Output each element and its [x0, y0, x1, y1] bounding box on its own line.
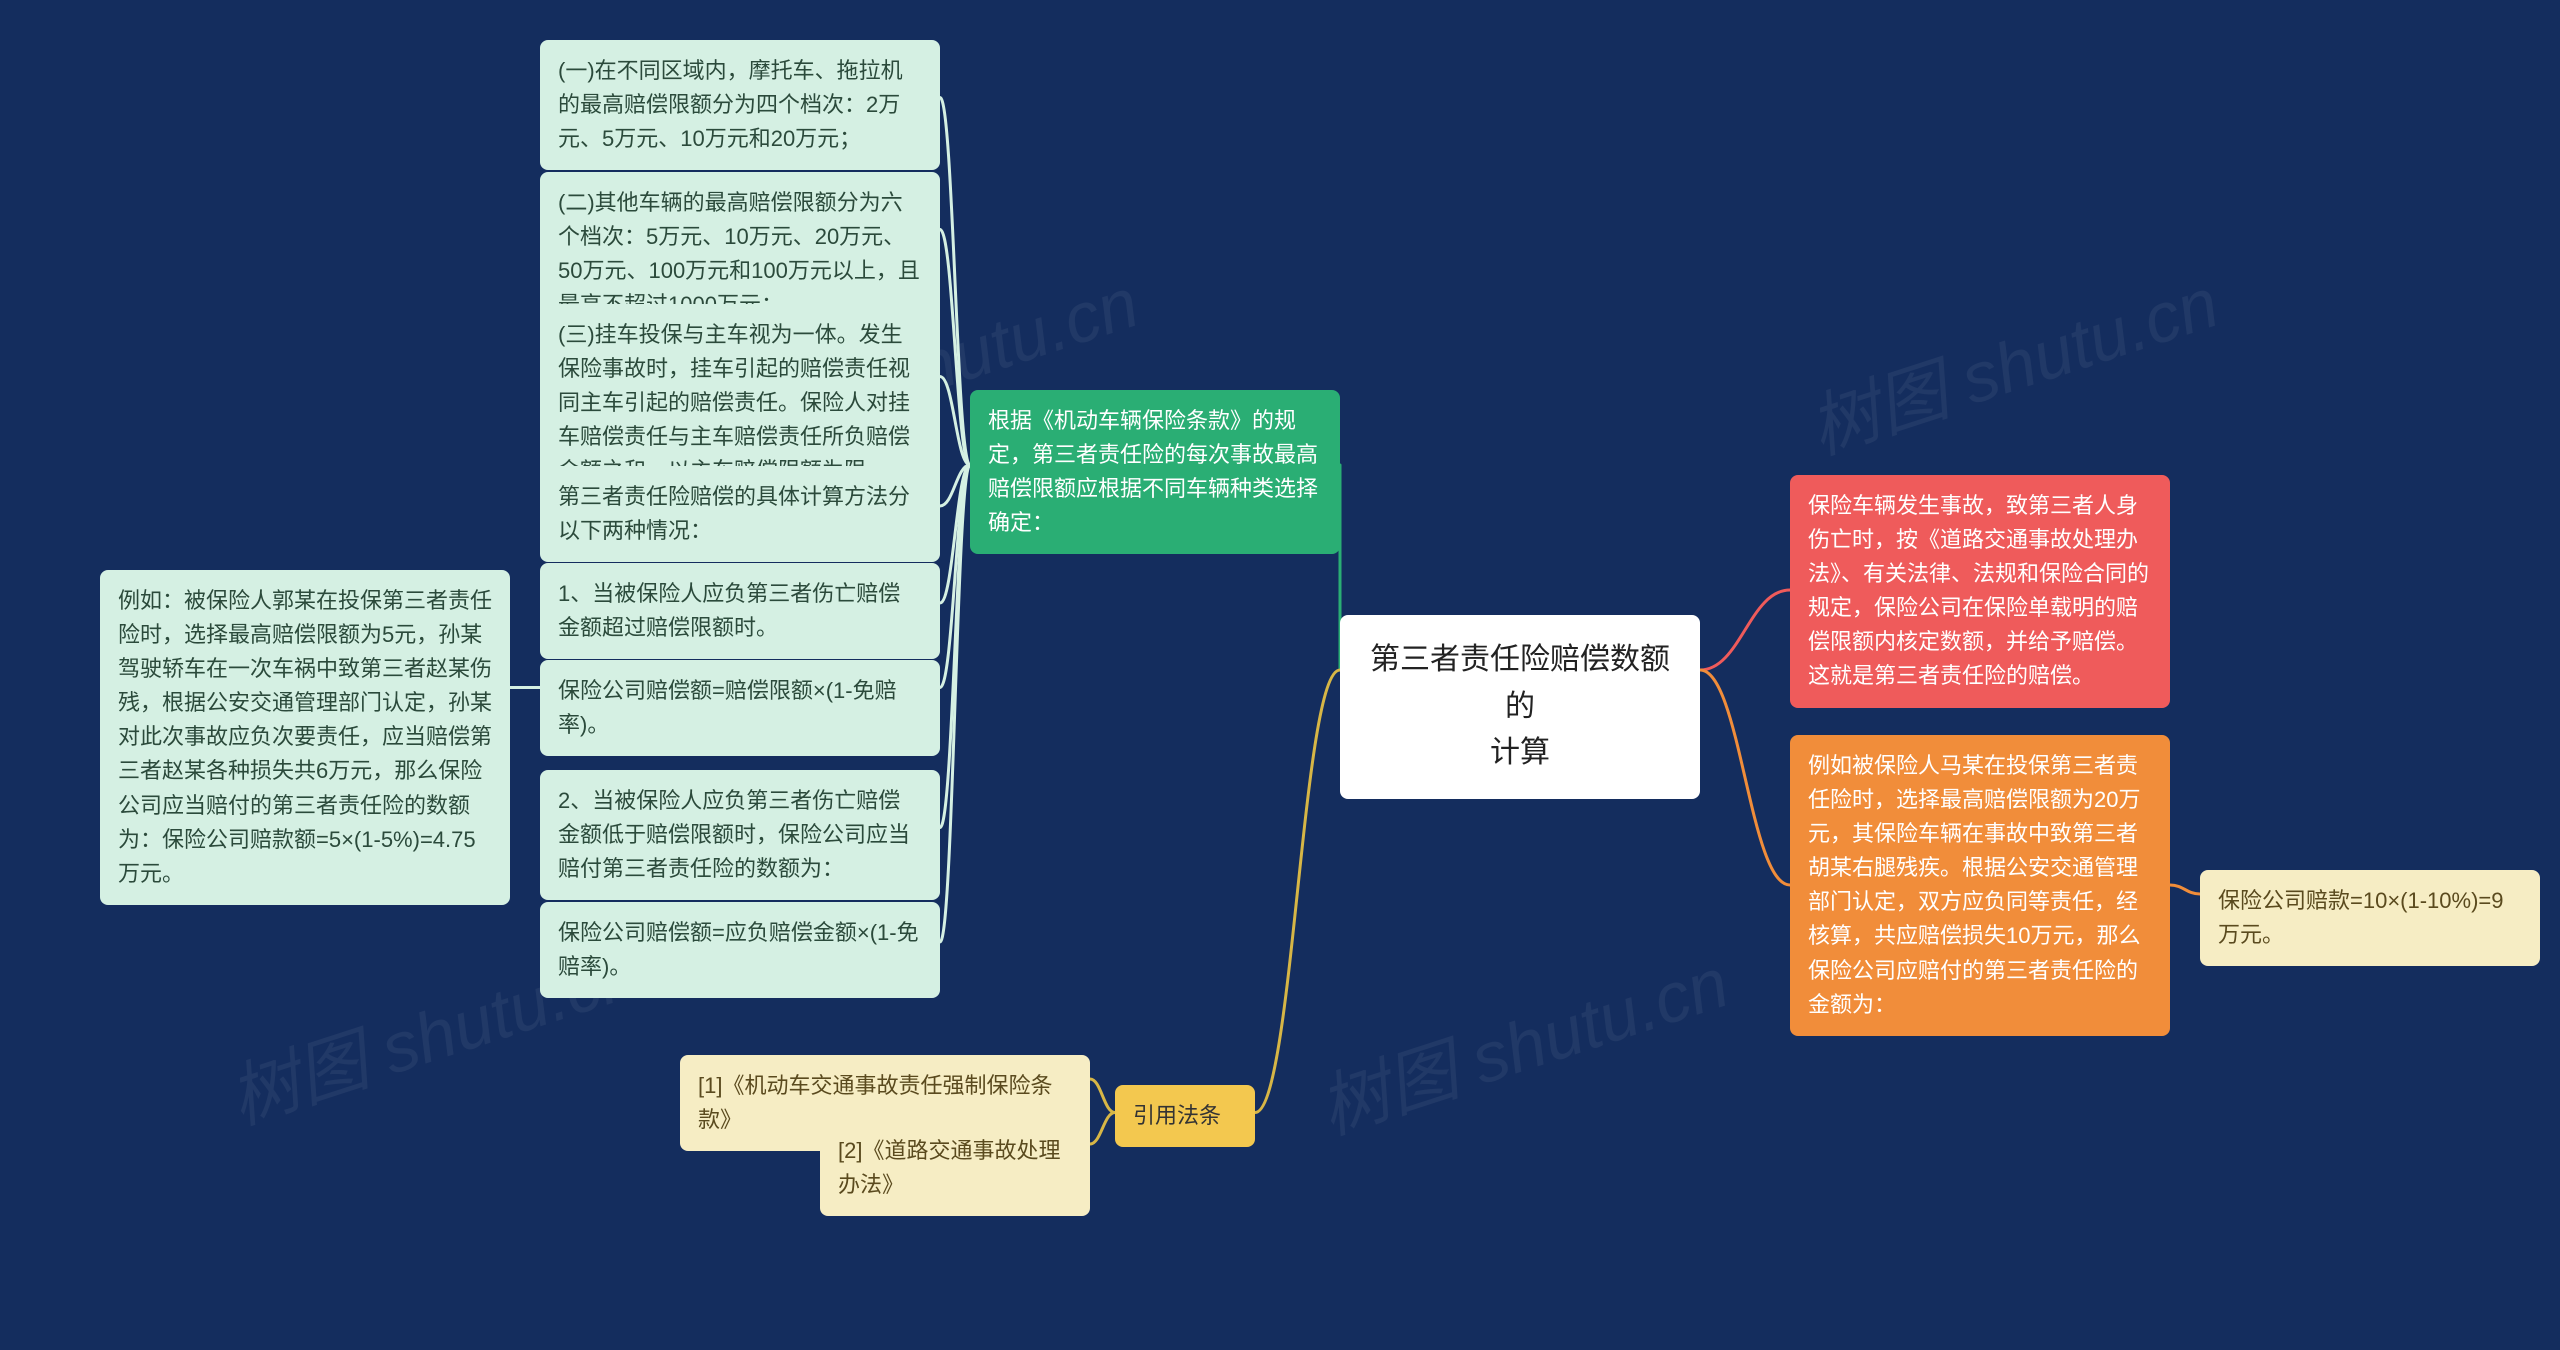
node-case2[interactable]: 2、当被保险人应负第三者伤亡赔偿金额低于赔偿限额时，保险公司应当赔付第三者责任险… [540, 770, 940, 900]
node-formula1[interactable]: 保险公司赔偿额=赔偿限额×(1-免赔率)。 [540, 660, 940, 756]
root-line2: 计算 [1366, 730, 1674, 777]
node-case1[interactable]: 1、当被保险人应负第三者伤亡赔偿金额超过赔偿限额时。 [540, 563, 940, 659]
node-citations-yellow[interactable]: 引用法条 [1115, 1085, 1255, 1147]
node-regulation-green[interactable]: 根据《机动车辆保险条款》的规定，第三者责任险的每次事故最高赔偿限额应根据不同车辆… [970, 390, 1340, 554]
node-definition[interactable]: 保险车辆发生事故，致第三者人身伤亡时，按《道路交通事故处理办法》、有关法律、法规… [1790, 475, 2170, 708]
watermark: 树图 shutu.cn [1795, 247, 2230, 474]
node-tier-motorcycle[interactable]: (一)在不同区域内，摩托车、拖拉机的最高赔偿限额分为四个档次：2万元、5万元、1… [540, 40, 940, 170]
node-two-cases[interactable]: 第三者责任险赔偿的具体计算方法分以下两种情况： [540, 466, 940, 562]
node-formula2[interactable]: 保险公司赔偿额=应负赔偿金额×(1-免赔率)。 [540, 902, 940, 998]
node-example-orange[interactable]: 例如被保险人马某在投保第三者责任险时，选择最高赔偿限额为20万元，其保险车辆在事… [1790, 735, 2170, 1036]
node-formula1-example[interactable]: 例如：被保险人郭某在投保第三者责任险时，选择最高赔偿限额为5元，孙某驾驶轿车在一… [100, 570, 510, 905]
node-citation-2[interactable]: [2]《道路交通事故处理办法》 [820, 1120, 1090, 1216]
node-orange-result[interactable]: 保险公司赔款=10×(1-10%)=9万元。 [2200, 870, 2540, 966]
root-line1: 第三者责任险赔偿数额的 [1366, 637, 1674, 730]
root-node[interactable]: 第三者责任险赔偿数额的 计算 [1340, 615, 1700, 799]
watermark: 树图 shutu.cn [1305, 927, 1740, 1154]
